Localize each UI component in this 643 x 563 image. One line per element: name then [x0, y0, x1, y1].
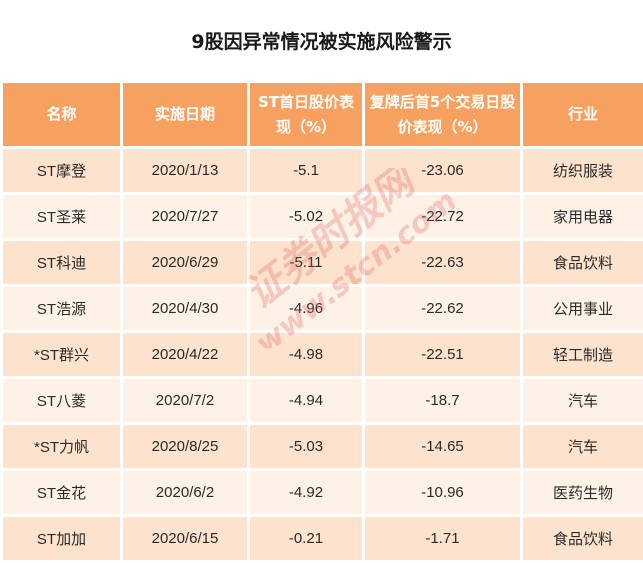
cell-date: 2020/7/27	[120, 192, 250, 241]
cell-name: ST八菱	[0, 376, 123, 425]
cell-name: ST金花	[0, 468, 123, 517]
table-row: ST加加 2020/6/15 -0.21 -1.71 食品饮料	[0, 514, 643, 563]
cell-name: ST科迪	[0, 238, 123, 287]
table-row: ST科迪 2020/6/29 -5.11 -22.63 食品饮料	[0, 238, 643, 287]
cell-st-day-change: -4.98	[247, 330, 365, 379]
cell-name: ST摩登	[0, 146, 123, 195]
cell-first5-change: -1.71	[362, 514, 523, 563]
column-header-name: 名称	[0, 80, 123, 149]
table-row: ST浩源 2020/4/30 -4.96 -22.62 公用事业	[0, 284, 643, 333]
cell-first5-change: -23.06	[362, 146, 523, 195]
cell-industry: 纺织服装	[520, 146, 643, 195]
cell-st-day-change: -4.96	[247, 284, 365, 333]
cell-name: ST浩源	[0, 284, 123, 333]
column-header-st-day-change: ST首日股价表现（%）	[247, 80, 365, 149]
cell-date: 2020/4/22	[120, 330, 250, 379]
cell-industry: 公用事业	[520, 284, 643, 333]
table-row: ST金花 2020/6/2 -4.92 -10.96 医药生物	[0, 468, 643, 517]
cell-st-day-change: -5.11	[247, 238, 365, 287]
table-row: ST八菱 2020/7/2 -4.94 -18.7 汽车	[0, 376, 643, 425]
cell-st-day-change: -4.94	[247, 376, 365, 425]
table-body: ST摩登 2020/1/13 -5.1 -23.06 纺织服装 ST圣莱 2020/7/27…	[0, 146, 643, 563]
table-row: *ST群兴 2020/4/22 -4.98 -22.51 轻工制造	[0, 330, 643, 379]
cell-name: *ST群兴	[0, 330, 123, 379]
cell-date: 2020/6/29	[120, 238, 250, 287]
cell-name: ST加加	[0, 514, 123, 563]
cell-name: ST圣莱	[0, 192, 123, 241]
cell-first5-change: -22.51	[362, 330, 523, 379]
table-row: ST圣莱 2020/7/27 -5.02 -22.72 家用电器	[0, 192, 643, 241]
cell-name: *ST力帆	[0, 422, 123, 471]
cell-first5-change: -22.72	[362, 192, 523, 241]
cell-st-day-change: -5.02	[247, 192, 365, 241]
cell-st-day-change: -5.03	[247, 422, 365, 471]
cell-st-day-change: -0.21	[247, 514, 365, 563]
table-row: *ST力帆 2020/8/25 -5.03 -14.65 汽车	[0, 422, 643, 471]
column-header-industry: 行业	[520, 80, 643, 149]
cell-first5-change: -14.65	[362, 422, 523, 471]
table-row: ST摩登 2020/1/13 -5.1 -23.06 纺织服装	[0, 146, 643, 195]
cell-first5-change: -22.63	[362, 238, 523, 287]
cell-st-day-change: -4.92	[247, 468, 365, 517]
cell-date: 2020/6/2	[120, 468, 250, 517]
cell-first5-change: -10.96	[362, 468, 523, 517]
cell-first5-change: -18.7	[362, 376, 523, 425]
cell-industry: 汽车	[520, 422, 643, 471]
cell-industry: 汽车	[520, 376, 643, 425]
risk-warning-table: 名称 实施日期 ST首日股价表现（%） 复牌后首5个交易日股价表现（%） 行业 …	[0, 80, 643, 563]
cell-date: 2020/4/30	[120, 284, 250, 333]
table-header-row: 名称 实施日期 ST首日股价表现（%） 复牌后首5个交易日股价表现（%） 行业	[0, 80, 643, 149]
cell-date: 2020/6/15	[120, 514, 250, 563]
cell-industry: 食品饮料	[520, 238, 643, 287]
cell-industry: 家用电器	[520, 192, 643, 241]
column-header-first5-change: 复牌后首5个交易日股价表现（%）	[362, 80, 523, 149]
cell-industry: 医药生物	[520, 468, 643, 517]
page-title: 9股因异常情况被实施风险警示	[191, 31, 452, 53]
cell-industry: 食品饮料	[520, 514, 643, 563]
column-header-date: 实施日期	[120, 80, 250, 149]
cell-date: 2020/1/13	[120, 146, 250, 195]
cell-first5-change: -22.62	[362, 284, 523, 333]
cell-date: 2020/7/2	[120, 376, 250, 425]
cell-date: 2020/8/25	[120, 422, 250, 471]
cell-st-day-change: -5.1	[247, 146, 365, 195]
cell-industry: 轻工制造	[520, 330, 643, 379]
